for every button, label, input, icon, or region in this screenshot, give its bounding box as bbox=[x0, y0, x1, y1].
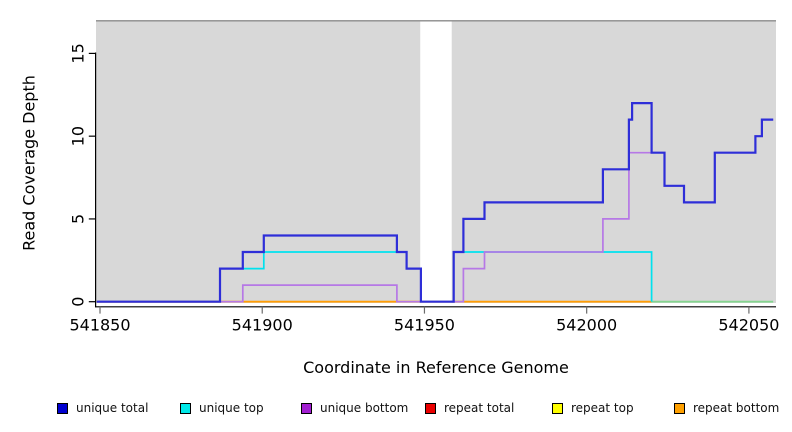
series-unique-total-line bbox=[96, 102, 774, 303]
legend-label: unique bottom bbox=[320, 401, 409, 415]
legend-item-repeat-total: repeat total bbox=[425, 401, 514, 415]
x-tick-label: 541950 bbox=[394, 316, 455, 335]
x-tick-label: 542000 bbox=[556, 316, 617, 335]
y-tick-label: 10 bbox=[69, 126, 88, 146]
legend-swatch-repeat-total bbox=[425, 402, 436, 414]
legend-swatch-unique-bottom bbox=[301, 402, 312, 414]
legend-swatch-unique-top bbox=[180, 402, 191, 414]
legend-swatch-repeat-bottom bbox=[674, 402, 685, 414]
legend-label: repeat total bbox=[444, 401, 515, 415]
legend-item-unique-top: unique top bbox=[180, 401, 264, 415]
masked-region bbox=[420, 21, 452, 304]
x-tick-label: 541850 bbox=[69, 316, 130, 335]
coverage-plot: 541850 541900 541950 542000 542050 0 5 10 15 bbox=[69, 20, 779, 335]
y-tick-label: 5 bbox=[69, 214, 88, 224]
legend-item-unique-total: unique total bbox=[57, 401, 148, 415]
x-tick-label: 541900 bbox=[232, 316, 293, 335]
legend-label: repeat top bbox=[571, 401, 634, 415]
y-axis-title: Read Coverage Depth bbox=[19, 75, 39, 251]
y-tick-label: 0 bbox=[69, 297, 88, 307]
legend-label: unique total bbox=[76, 401, 149, 415]
legend-item-repeat-bottom: repeat bottom bbox=[674, 401, 779, 415]
x-axis-title: Coordinate in Reference Genome bbox=[303, 358, 569, 377]
legend-label: repeat bottom bbox=[693, 401, 780, 415]
legend-label: unique top bbox=[199, 401, 264, 415]
legend-swatch-unique-total bbox=[57, 402, 68, 414]
y-tick-label: 15 bbox=[69, 43, 88, 63]
legend-item-unique-bottom: unique bottom bbox=[301, 401, 408, 415]
legend-item-repeat-top: repeat top bbox=[552, 401, 634, 415]
legend-swatch-repeat-top bbox=[552, 402, 563, 414]
x-tick-label: 542050 bbox=[718, 316, 779, 335]
